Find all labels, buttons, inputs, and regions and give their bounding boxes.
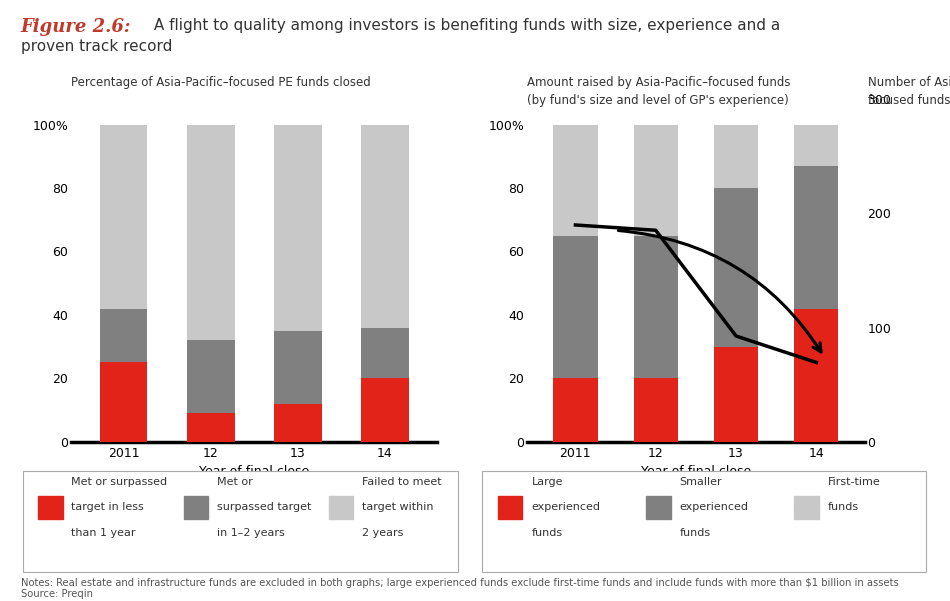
Text: More money flowed into larger funds and more experienced GPs: More money flowed into larger funds and … (478, 69, 931, 82)
Bar (100, 308, 147, 362)
Bar (361, 378, 408, 442)
Text: proven track record: proven track record (21, 39, 172, 54)
Bar (329, 496, 353, 519)
Bar (186, 413, 235, 442)
Bar (634, 378, 677, 442)
Text: Failed to meet: Failed to meet (362, 477, 442, 487)
X-axis label: Year of final close: Year of final close (640, 465, 751, 478)
Text: 2 years: 2 years (362, 528, 403, 538)
Bar (274, 404, 322, 442)
Bar (100, 362, 147, 442)
Bar (39, 496, 63, 519)
Bar (361, 124, 408, 328)
Text: Large: Large (531, 477, 563, 487)
Text: Only 20% of the funds on the road reached their goal in 2014: Only 20% of the funds on the road reache… (25, 69, 457, 82)
Bar (634, 236, 677, 378)
Text: Smaller: Smaller (679, 477, 722, 487)
Bar (274, 331, 322, 404)
Text: surpassed target: surpassed target (217, 502, 311, 513)
Bar (794, 496, 819, 519)
Text: funds: funds (828, 502, 859, 513)
Bar (553, 236, 598, 378)
Text: Notes: Real estate and infrastructure funds are excluded in both graphs; large e: Notes: Real estate and infrastructure fu… (21, 578, 899, 588)
Text: in 1–2 years: in 1–2 years (217, 528, 284, 538)
Text: than 1 year: than 1 year (71, 528, 136, 538)
Bar (794, 308, 839, 442)
Bar (794, 124, 839, 166)
Text: A flight to quality among investors is benefiting funds with size, experience an: A flight to quality among investors is b… (149, 18, 780, 33)
Text: Source: Preqin: Source: Preqin (21, 589, 93, 599)
Text: funds: funds (679, 528, 711, 538)
Bar (794, 166, 839, 308)
FancyBboxPatch shape (23, 471, 458, 572)
Text: Met or: Met or (217, 477, 253, 487)
Text: Number of Asia-Pacific–: Number of Asia-Pacific– (868, 76, 950, 89)
Bar (646, 496, 671, 519)
Text: Met or surpassed: Met or surpassed (71, 477, 167, 487)
X-axis label: Year of final close: Year of final close (199, 465, 310, 478)
Bar (274, 124, 322, 331)
Bar (186, 124, 235, 340)
Text: experienced: experienced (531, 502, 600, 513)
Bar (186, 340, 235, 413)
Text: focused funds closed: focused funds closed (868, 94, 950, 107)
Text: First-time: First-time (828, 477, 881, 487)
Text: (by fund's size and level of GP's experience): (by fund's size and level of GP's experi… (527, 94, 789, 107)
Text: target in less: target in less (71, 502, 144, 513)
Text: Amount raised by Asia-Pacific–focused funds: Amount raised by Asia-Pacific–focused fu… (527, 76, 790, 89)
Bar (634, 124, 677, 236)
Bar (183, 496, 208, 519)
Bar (100, 124, 147, 308)
Bar (553, 378, 598, 442)
Bar (498, 496, 522, 519)
Bar (361, 328, 408, 378)
Text: target within: target within (362, 502, 433, 513)
Bar (714, 347, 758, 442)
Text: funds: funds (531, 528, 562, 538)
Bar (714, 124, 758, 188)
FancyBboxPatch shape (482, 471, 926, 572)
Text: experienced: experienced (679, 502, 749, 513)
Bar (553, 124, 598, 236)
Bar (714, 188, 758, 347)
Text: Figure 2.6:: Figure 2.6: (21, 18, 131, 36)
Text: Percentage of Asia-Pacific–focused PE funds closed: Percentage of Asia-Pacific–focused PE fu… (71, 76, 371, 89)
